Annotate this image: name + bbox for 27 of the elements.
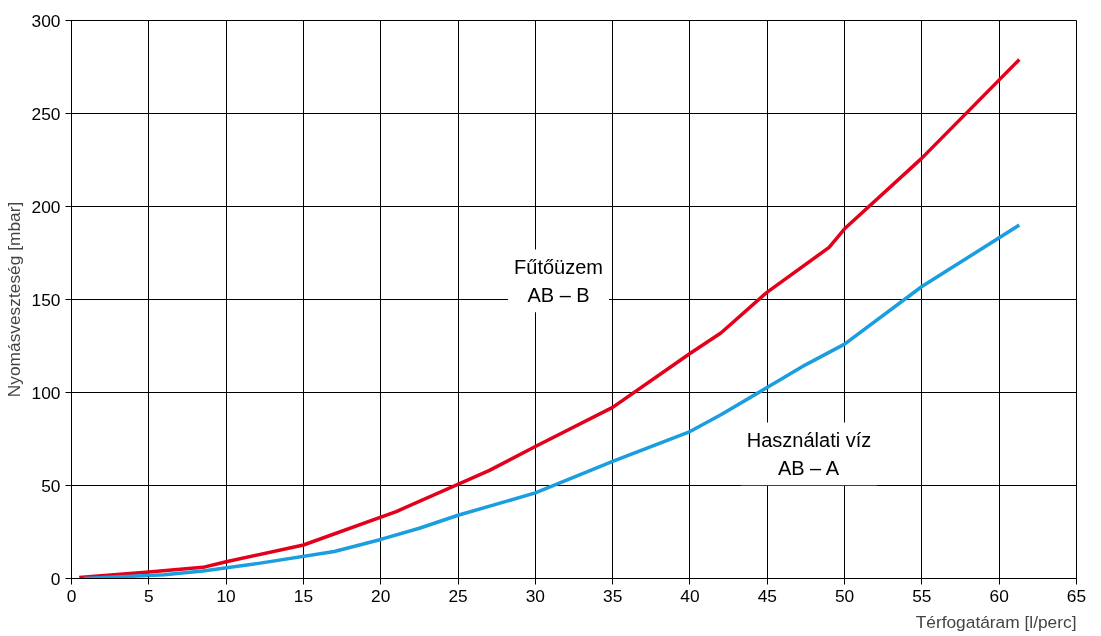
x-tick-label: 45 <box>757 585 777 606</box>
x-tick-label: 20 <box>371 585 391 606</box>
y-axis-title: Nyomásveszteség [mbar] <box>3 201 24 398</box>
x-tick-label: 5 <box>143 585 154 606</box>
x-tick-label: 55 <box>912 585 932 606</box>
line-series <box>77 57 1022 579</box>
x-tick-label: 25 <box>448 585 468 606</box>
y-tick-label: 50 <box>41 475 61 496</box>
x-tick-label: 50 <box>834 585 855 606</box>
x-tick-label: 10 <box>216 585 236 606</box>
x-axis-title: Térfogatáram [l/perc] <box>915 611 1077 632</box>
annotation: Használati víz AB – A <box>746 428 872 480</box>
x-tick-label: 0 <box>66 585 77 606</box>
y-tick-label: 0 <box>50 568 61 589</box>
x-tick-label: 40 <box>680 585 700 606</box>
y-tick-label: 200 <box>31 196 61 217</box>
y-tick-label: 250 <box>31 103 61 124</box>
x-tick-label: 65 <box>1066 585 1087 606</box>
x-tick-label: 15 <box>293 585 314 606</box>
x-tick-label: 35 <box>603 585 623 606</box>
y-tick-label: 150 <box>31 289 61 310</box>
x-tick-label: 30 <box>525 585 545 606</box>
y-tick-label: 300 <box>31 10 61 31</box>
line-series <box>82 223 1022 579</box>
annotation: Fűtőüzem AB – B <box>514 255 604 307</box>
x-tick-label: 60 <box>989 585 1009 606</box>
y-tick-label: 100 <box>31 382 61 403</box>
